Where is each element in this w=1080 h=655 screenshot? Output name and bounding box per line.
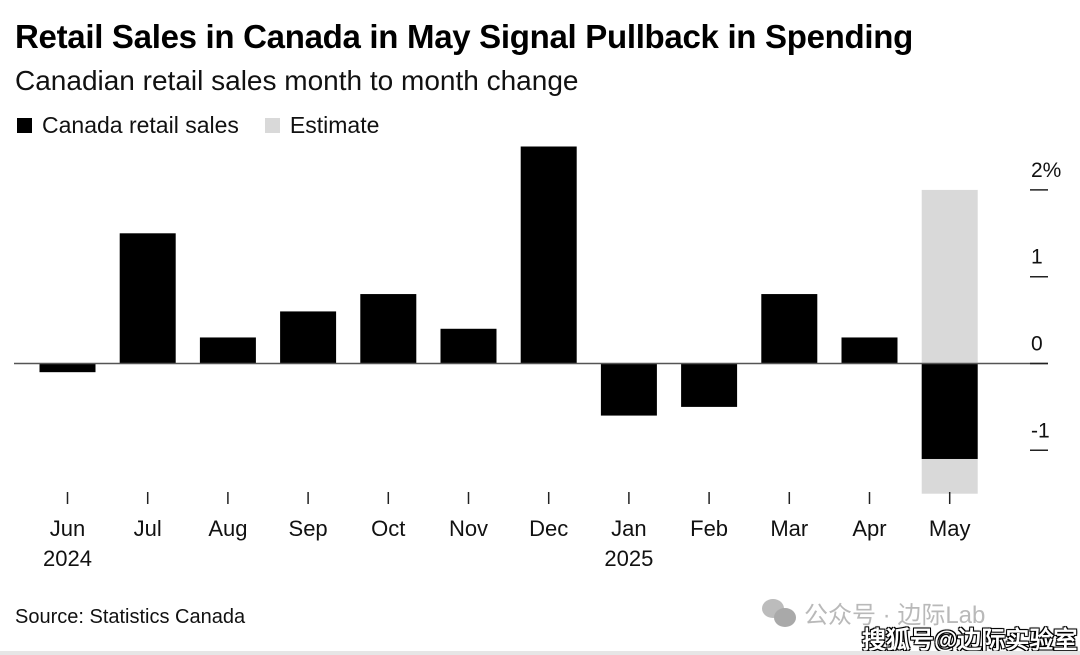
y-tick-label: 1 <box>1031 246 1043 269</box>
legend-item-actual: Canada retail sales <box>17 112 239 139</box>
legend: Canada retail sales Estimate <box>17 112 405 139</box>
wechat-watermark-text: 公众号 · 边际Lab <box>804 602 986 629</box>
x-year-label: 2024 <box>43 546 92 571</box>
actual-bars <box>39 146 978 459</box>
bar-oct <box>360 294 417 364</box>
wechat-icon <box>762 598 796 627</box>
x-tick-label: Aug <box>208 516 247 541</box>
y-tick-label: 2% <box>1031 159 1061 182</box>
x-tick-label: Feb <box>690 516 728 541</box>
bar-mar <box>761 294 818 364</box>
bar-aug <box>199 337 256 364</box>
y-axis: 2% 1 0 -1 <box>1030 159 1061 452</box>
y-tick-label: -1 <box>1031 419 1050 442</box>
x-tick-label: May <box>929 516 971 541</box>
bar-apr <box>841 337 898 364</box>
bar-jul <box>119 233 176 364</box>
chart-title: Retail Sales in Canada in May Signal Pul… <box>15 18 913 55</box>
chart-subtitle: Canadian retail sales month to month cha… <box>15 65 579 96</box>
x-tick-label: Apr <box>852 516 886 541</box>
legend-item-estimate: Estimate <box>264 112 380 139</box>
bottom-divider <box>0 651 1080 655</box>
bar-may <box>921 363 978 459</box>
legend-swatch-actual <box>17 118 32 133</box>
bar-nov <box>440 328 497 364</box>
x-year-label: 2025 <box>604 546 653 571</box>
legend-label-actual: Canada retail sales <box>42 112 239 138</box>
bar-dec <box>520 146 577 364</box>
bar-sep <box>280 311 337 364</box>
bar-feb <box>681 363 738 407</box>
bar-jan <box>600 363 657 416</box>
x-axis: Jun Jul Aug Sep Oct Nov Dec Jan Feb Mar Apr May 2024… <box>43 492 970 571</box>
x-tick-label: Mar <box>770 516 808 541</box>
source-note: Source: Statistics Canada <box>15 606 246 628</box>
sohu-watermark: 搜狐号@边际实验室 <box>862 627 1078 654</box>
y-tick-label: 0 <box>1031 333 1043 356</box>
x-tick-label: Jun <box>50 516 85 541</box>
legend-label-estimate: Estimate <box>289 112 380 138</box>
bar-jun <box>39 363 96 373</box>
x-tick-label: Jan <box>611 516 646 541</box>
wechat-watermark: 公众号 · 边际Lab <box>762 595 985 630</box>
x-tick-label: Jul <box>134 516 162 541</box>
x-tick-label: Nov <box>449 516 488 541</box>
x-tick-label: Oct <box>371 516 405 541</box>
x-tick-label: Sep <box>289 516 328 541</box>
legend-swatch-estimate <box>264 118 280 133</box>
x-tick-label: Dec <box>529 516 568 541</box>
